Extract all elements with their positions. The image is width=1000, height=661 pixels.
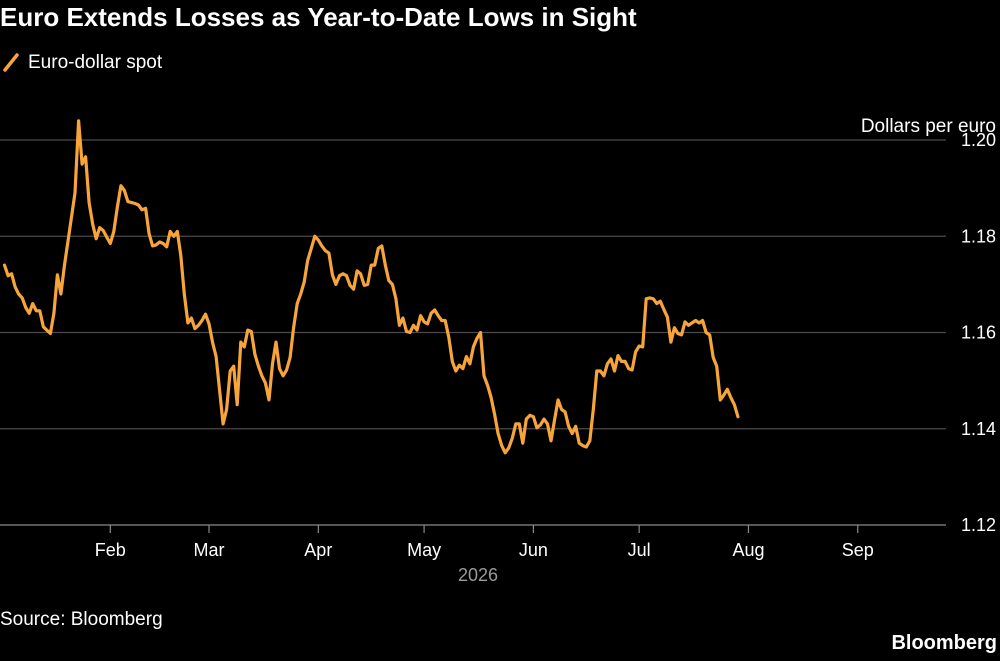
x-axis: Feb Mar Apr May Jun Jul Aug Sep: [95, 525, 874, 560]
legend: Euro-dollar spot: [0, 50, 162, 76]
x-tick-label: May: [407, 540, 441, 560]
x-tick-label: Apr: [304, 540, 332, 560]
series-line-euro-dollar-spot: [2, 119, 740, 455]
y-tick-labels: 1.20 1.18 1.16 1.14 1.12: [961, 130, 996, 535]
x-tick-label: Jun: [519, 540, 548, 560]
chart-title: Euro Extends Losses as Year-to-Date Lows…: [0, 2, 637, 32]
x-tick-label: Aug: [732, 540, 764, 560]
y-tick-label: 1.18: [961, 226, 996, 246]
x-axis-year-label: 2026: [458, 565, 498, 585]
x-tick-label: Feb: [95, 540, 126, 560]
source-note: Source: Bloomberg: [0, 609, 163, 630]
bloomberg-logo: Bloomberg: [891, 632, 997, 654]
y-axis-label: Dollars per euro: [860, 116, 996, 137]
y-tick-label: 1.12: [961, 515, 996, 535]
y-tick-label: 1.20: [961, 130, 996, 150]
x-tick-label: Sep: [842, 540, 874, 560]
gridlines: [0, 139, 946, 526]
legend-label: Euro-dollar spot: [28, 52, 163, 73]
y-tick-label: 1.16: [961, 323, 996, 343]
x-tick-label: Mar: [194, 540, 225, 560]
y-tick-label: 1.14: [961, 419, 996, 439]
legend-line-swatch-icon: [3, 53, 19, 72]
x-tick-label: Jul: [628, 540, 651, 560]
